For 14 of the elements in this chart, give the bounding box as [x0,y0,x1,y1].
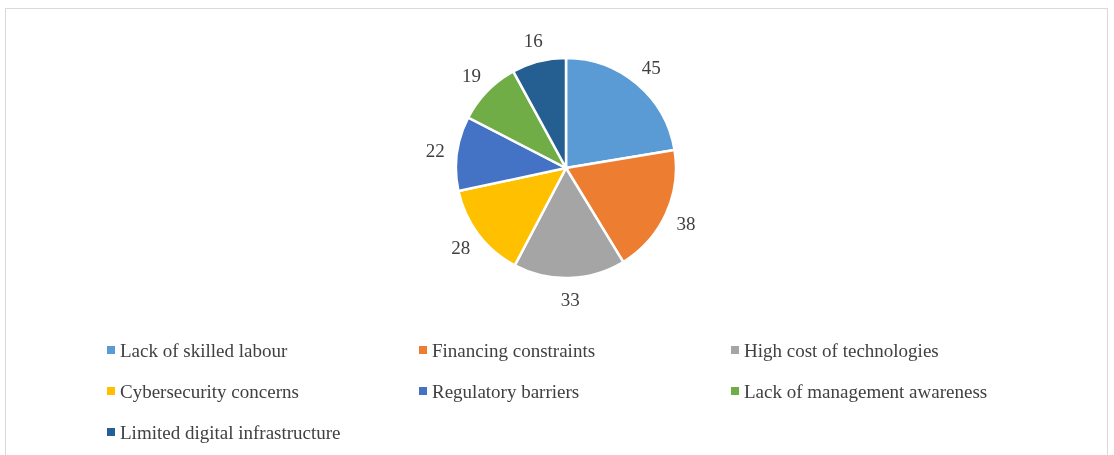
legend-label: Cybersecurity concerns [120,380,299,402]
legend-label: Lack of skilled labour [120,339,288,361]
legend-label: Financing constraints [432,339,596,361]
data-label: 38 [676,212,696,234]
legend-label: Regulatory barriers [432,380,580,402]
data-label: 22 [425,140,445,162]
legend-label: Limited digital infrastructure [120,421,341,443]
data-label: 45 [641,56,661,78]
legend-label: Lack of management awareness [744,380,988,402]
data-label: 28 [451,237,471,259]
data-label: 16 [523,29,543,51]
data-label: 33 [560,289,580,311]
data-label: 19 [462,65,482,87]
legend-label: High cost of technologies [744,339,939,361]
